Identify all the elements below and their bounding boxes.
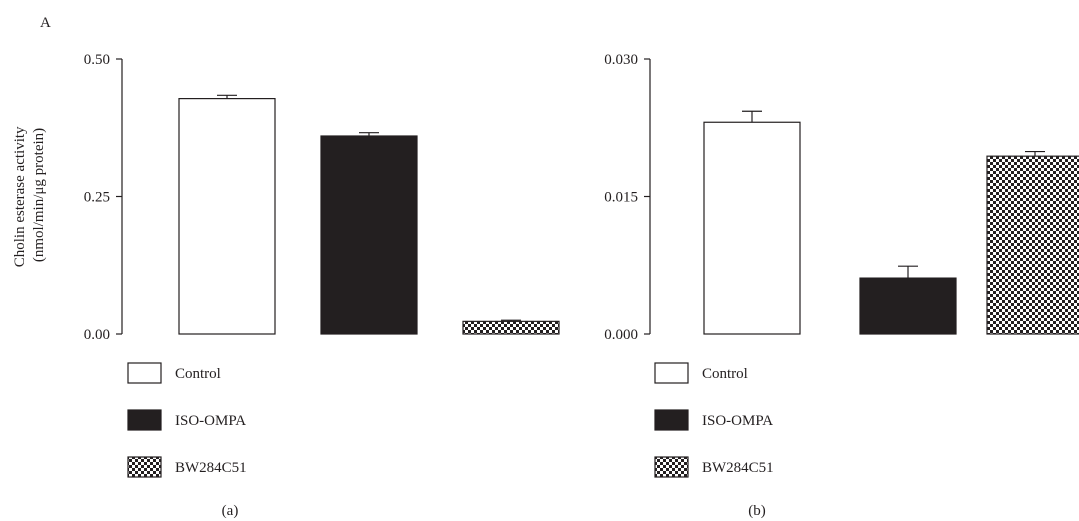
panel-a-bar-control (178, 97, 276, 335)
panel-a-y-tick-label: 0.00 (84, 327, 110, 343)
panel-b-plot: 0.000 0.015 0.030 (604, 52, 1079, 343)
panel-a-plot: 0.00 0.25 0.50 (84, 52, 560, 343)
panel-b-bar-bw284c51 (986, 155, 1079, 335)
panel-b-legend-label: ISO-OMPA (702, 413, 773, 429)
panel-b-legend-swatch (654, 409, 689, 431)
panel-a-legend-label: ISO-OMPA (175, 413, 246, 429)
y-axis-label-line-2: (nmol/min/μg protein) (31, 128, 47, 262)
panel-a-bar-iso-ompa (320, 135, 418, 335)
panel-a-bar-bw284c51 (462, 320, 560, 335)
panel-a: 0.00 0.25 0.50 Control ISO-OMPA BW284C51 (a) (84, 52, 560, 519)
panel-b-legend-swatch (654, 362, 689, 384)
panel-b-legend-label: Control (702, 366, 748, 382)
panel-b-y-tick-label: 0.000 (604, 327, 638, 343)
panel-a-y-tick-label: 0.50 (84, 52, 110, 68)
panel-a-label: (a) (222, 503, 239, 519)
figure-marker: A (40, 15, 51, 31)
panel-a-legend: Control ISO-OMPA BW284C51 (127, 362, 247, 478)
panel-a-legend-swatch (127, 362, 162, 384)
panel-b-legend-label: BW284C51 (702, 460, 774, 476)
panel-b-legend: Control ISO-OMPA BW284C51 (654, 362, 774, 478)
panel-b-y-tick-label: 0.015 (604, 190, 638, 206)
panel-b-legend-swatch (654, 456, 689, 478)
panel-a-y-tick-label: 0.25 (84, 190, 110, 206)
panel-a-legend-swatch (127, 456, 162, 478)
panel-a-legend-label: Control (175, 366, 221, 382)
panel-b-y-tick-label: 0.030 (604, 52, 638, 68)
panel-a-legend-label: BW284C51 (175, 460, 247, 476)
panel-b-label: (b) (748, 503, 766, 519)
y-axis-label: Cholin esterase activity (nmol/min/μg pr… (12, 123, 47, 268)
panel-b-bar-iso-ompa (859, 277, 957, 335)
panel-b-bar-control (703, 121, 801, 335)
panel-a-legend-swatch (127, 409, 162, 431)
y-axis-label-line-1: Cholin esterase activity (12, 126, 28, 267)
